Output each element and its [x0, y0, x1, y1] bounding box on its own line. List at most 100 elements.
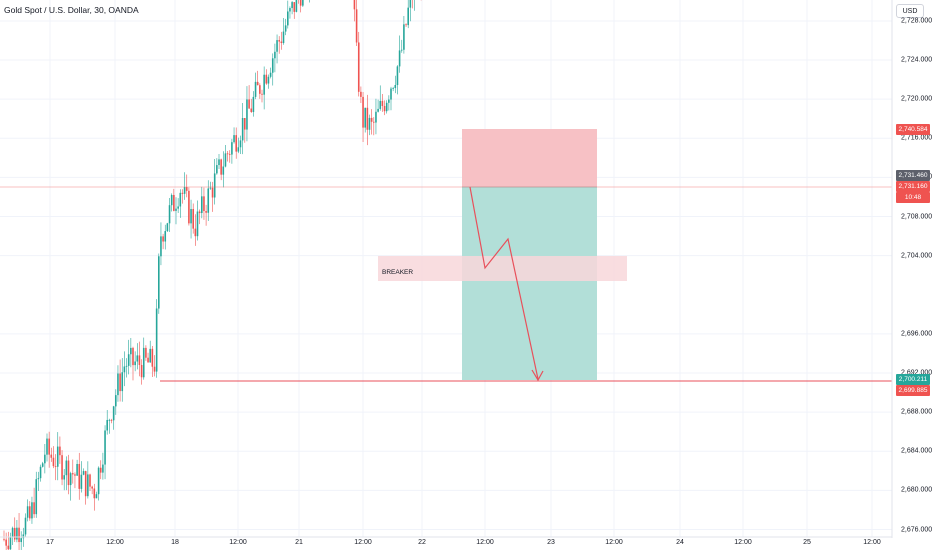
candle-body: [130, 347, 132, 355]
candle-body: [91, 486, 93, 489]
price-tick-label: 2,676.000: [901, 526, 932, 533]
candle-body: [164, 231, 167, 242]
candle-body: [22, 534, 25, 539]
reward-zone[interactable]: [462, 187, 597, 380]
candle-body: [20, 538, 22, 543]
candle-body: [280, 41, 283, 44]
candle-body: [237, 147, 240, 152]
time-scale[interactable]: 17 12:00 18 12:00 21 12:00 22 12:00 23 12:00 24 12:…: [0, 536, 892, 550]
candle-body: [396, 66, 399, 85]
price-tick-label: 2,728.000: [901, 17, 932, 25]
candle-body: [196, 211, 199, 237]
countdown-badge: 10:48: [896, 192, 930, 203]
time-tick-label: 12:00: [354, 539, 372, 546]
candle-body: [355, 9, 358, 43]
candle-body: [233, 135, 235, 143]
candle-body: [366, 107, 369, 130]
candle-body: [211, 187, 214, 198]
currency-button[interactable]: USD: [896, 4, 924, 18]
candle-body: [108, 419, 111, 421]
candle-body: [239, 140, 242, 148]
time-tick-label: 18: [171, 539, 179, 546]
candle-body: [385, 102, 388, 112]
candle-body: [78, 463, 81, 489]
candle-body: [87, 474, 89, 497]
projection-arrow-line[interactable]: [469, 186, 539, 380]
candle-body: [181, 192, 184, 194]
price-tick-label: 2,692.000: [901, 370, 932, 377]
candle-body: [59, 446, 61, 456]
candle-body: [263, 74, 265, 95]
candle-body: [293, 2, 296, 12]
candle-body: [381, 100, 384, 107]
candle-body: [287, 11, 289, 26]
price-tick-label: 2,720.000: [901, 95, 932, 103]
candle-body: [3, 539, 5, 541]
candle-body: [403, 24, 405, 50]
breaker-zone[interactable]: [378, 256, 627, 281]
candle-body: [5, 539, 7, 546]
candle-body: [48, 438, 50, 455]
candle-body: [250, 108, 253, 112]
price-tick-label: 2,684.000: [901, 447, 932, 455]
candle-body: [153, 366, 156, 372]
candle-body: [362, 96, 364, 128]
candle-body: [375, 111, 377, 123]
candle-body: [246, 99, 248, 130]
candle-body: [368, 117, 371, 130]
candles: [3, 0, 422, 550]
candle-body: [26, 506, 29, 518]
price-lines: [0, 186, 892, 382]
candle-body: [261, 93, 263, 95]
candle-body: [241, 117, 244, 141]
candle-body: [140, 364, 143, 378]
candle-body: [259, 85, 261, 94]
projection-path[interactable]: [469, 186, 544, 382]
candle-body: [13, 527, 16, 540]
last-price-badge: 2,731.460: [896, 170, 930, 181]
candle-body: [267, 76, 270, 84]
candle-body: [168, 205, 171, 224]
candle-body: [388, 99, 390, 103]
risk-zone[interactable]: [462, 129, 597, 187]
candle-body: [244, 117, 246, 130]
candle-body: [220, 159, 222, 175]
candle-body: [132, 347, 134, 366]
candle-body: [149, 348, 151, 363]
candle-body: [29, 506, 31, 519]
candle-body: [194, 228, 197, 237]
candle-body: [360, 91, 362, 97]
candle-body: [405, 24, 407, 26]
candle-body: [162, 236, 164, 242]
candle-body: [9, 537, 12, 550]
candle-body: [99, 467, 102, 473]
candle-body: [95, 494, 98, 499]
candle-body: [89, 474, 91, 487]
price-tick-label: 2,716.000: [901, 134, 932, 142]
candle-body: [394, 84, 397, 89]
symbol-title[interactable]: Gold Spot / U.S. Dollar, 30, OANDA: [4, 5, 139, 15]
candle-body: [123, 366, 126, 373]
candle-body: [383, 106, 386, 112]
candle-body: [231, 142, 233, 155]
candle-body: [302, 0, 304, 6]
candle-body: [183, 187, 186, 194]
time-tick-label: 24: [676, 539, 684, 546]
candle-body: [198, 211, 201, 214]
candle-body: [106, 419, 108, 431]
candle-body: [147, 357, 149, 363]
price-tick-label: 2,688.000: [901, 408, 932, 416]
candle-body: [218, 159, 220, 166]
candle-body: [248, 99, 250, 109]
candle-body: [373, 121, 375, 123]
arrow-head-icon: [531, 369, 544, 382]
price-scale[interactable]: 2,756.0002,752.0002,748.0002,744.0002,73…: [892, 0, 932, 538]
candle-body: [18, 527, 20, 543]
grid-lines: [0, 0, 892, 537]
candle-body: [407, 7, 409, 26]
candle-body: [110, 419, 113, 421]
candle-body: [56, 446, 59, 467]
candle-body: [398, 50, 401, 67]
candle-body: [271, 58, 274, 73]
